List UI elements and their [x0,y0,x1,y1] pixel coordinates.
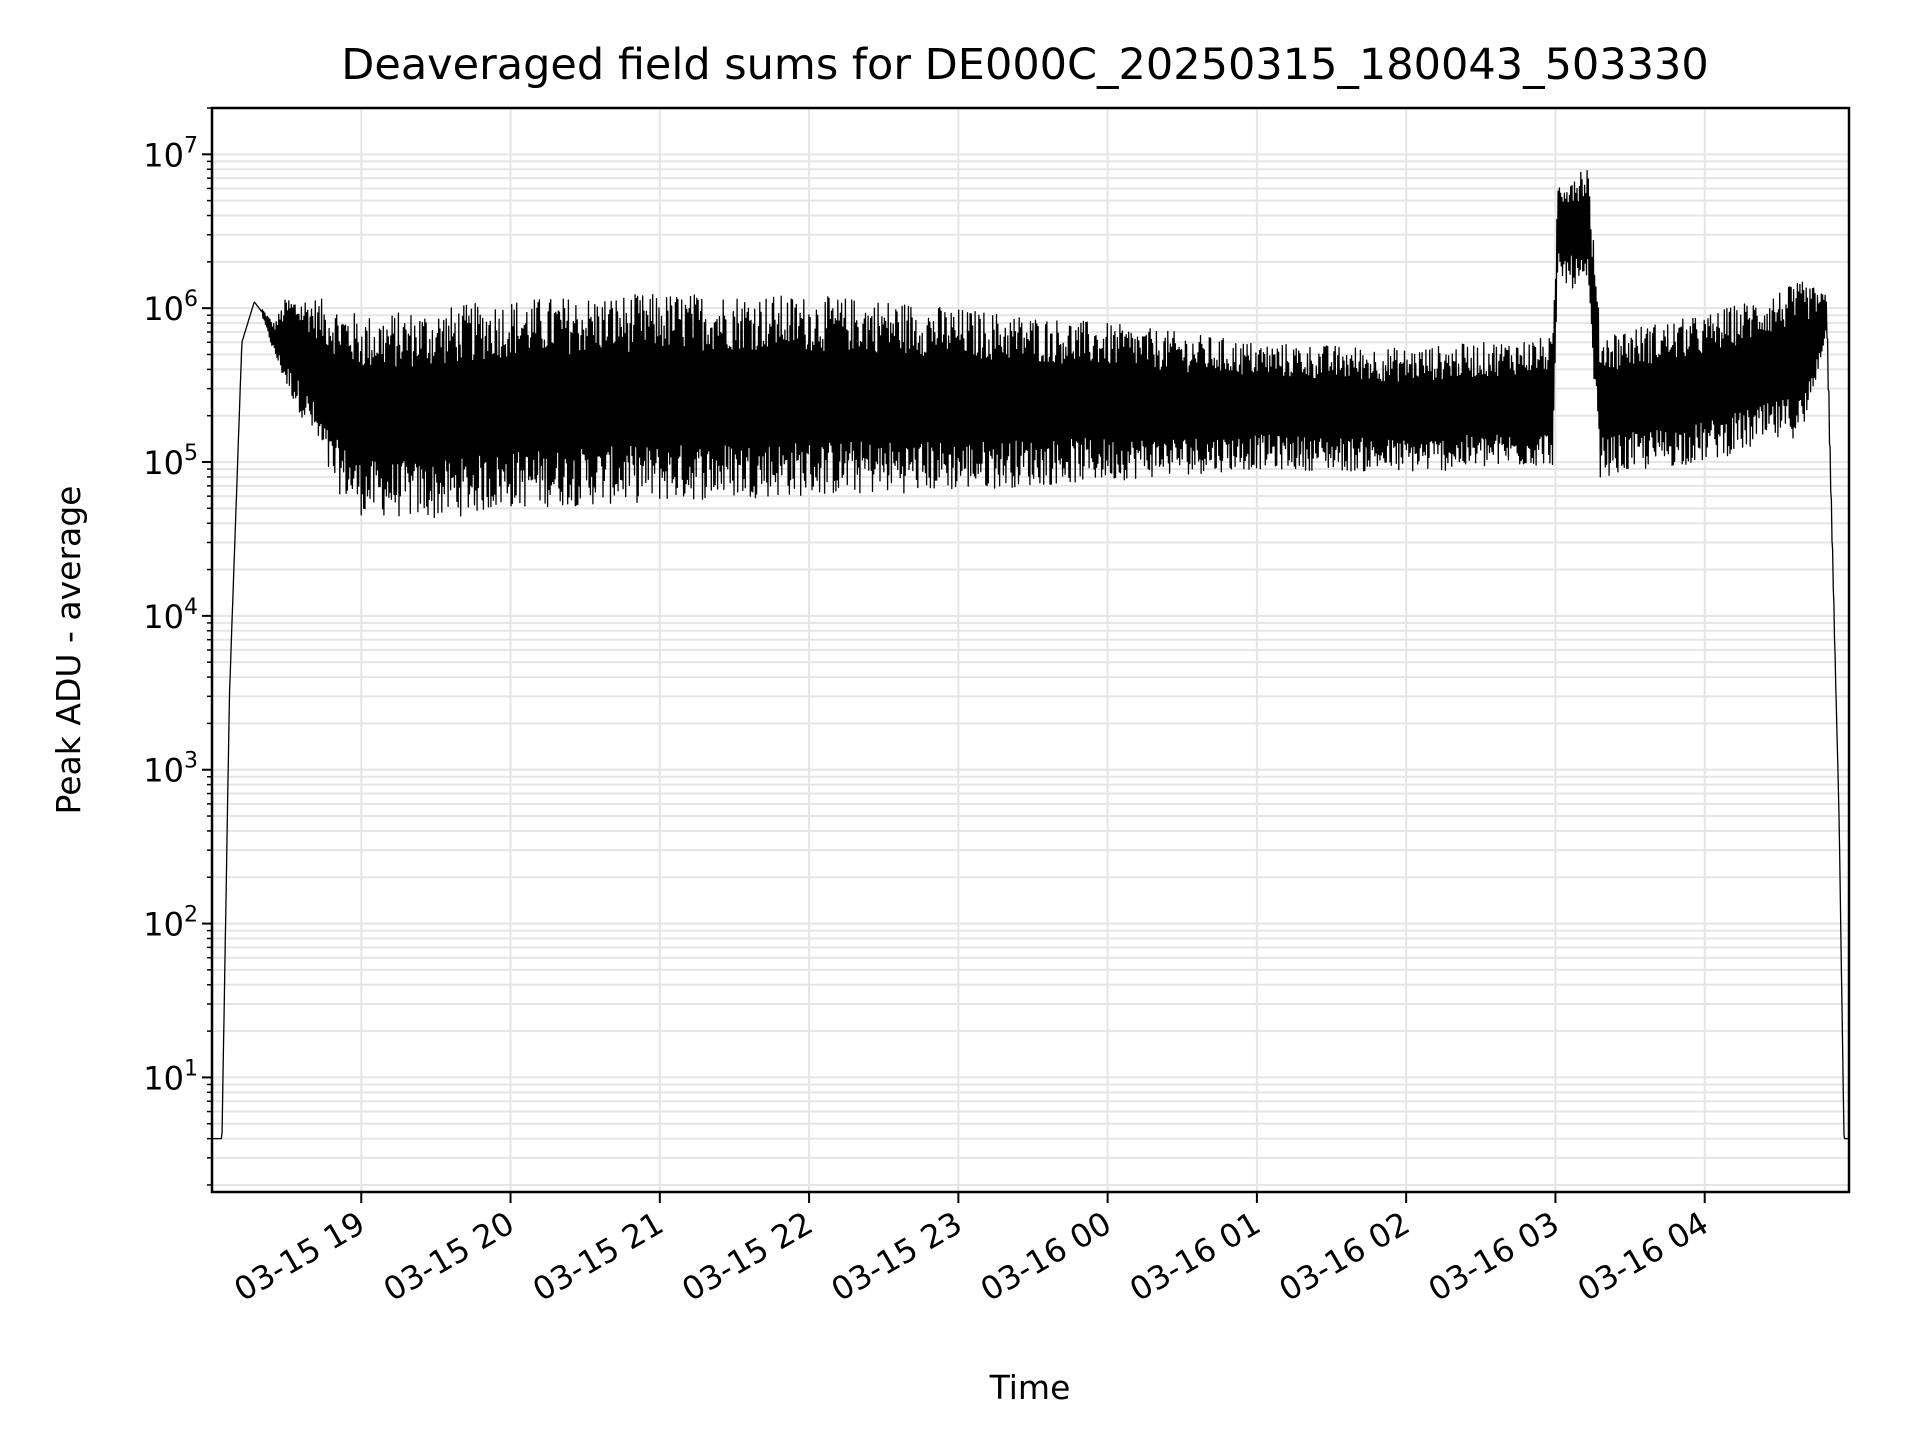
y-tick-label: 104 [143,595,198,636]
y-tick-exponent: 7 [184,133,198,158]
x-tick-label: 03-15 21 [526,1204,670,1309]
y-tick-exponent: 6 [184,287,198,312]
y-tick-label: 101 [143,1056,198,1097]
x-tick-label: 03-16 02 [1273,1204,1417,1309]
chart-title: Deaveraged field sums for DE000C_2025031… [341,40,1708,90]
y-tick-label: 105 [143,441,198,482]
grid [212,107,1849,1192]
y-tick-label: 107 [143,133,198,174]
y-tick-base: 10 [143,290,184,328]
data-layer [211,170,1850,1140]
y-tick-exponent: 4 [184,595,198,620]
x-tick-label: 03-15 23 [825,1204,969,1309]
y-tick-base: 10 [143,906,184,944]
y-tick-base: 10 [143,444,184,482]
y-tick-label: 102 [143,903,198,944]
y-tick-exponent: 5 [184,441,198,466]
y-axis-label: Peak ADU - average [49,486,88,815]
y-tick-exponent: 3 [184,749,198,774]
y-tick-label: 103 [143,749,198,790]
x-axis-label: Time [989,1368,1071,1407]
y-tick-base: 10 [143,1059,184,1097]
y-tick-exponent: 1 [184,1056,198,1081]
x-tick-label: 03-16 00 [974,1204,1118,1309]
x-tick-label: 03-16 01 [1123,1204,1267,1309]
x-tick-label: 03-16 04 [1571,1204,1715,1309]
y-tick-exponent: 2 [184,903,198,928]
x-tick-label: 03-15 22 [675,1204,819,1309]
y-tick-label: 106 [143,287,198,328]
series-line [211,170,1850,1140]
x-tick-label: 03-15 20 [377,1204,521,1309]
x-axis: 03-15 19 03-15 20 03-15 21 03-15 22 03-15 23… [228,1192,1715,1309]
y-tick-base: 10 [143,752,184,790]
x-tick-label: 03-15 19 [228,1204,372,1309]
x-tick-label: 03-16 03 [1422,1204,1566,1309]
y-tick-base: 10 [143,598,184,636]
y-tick-base: 10 [143,136,184,174]
